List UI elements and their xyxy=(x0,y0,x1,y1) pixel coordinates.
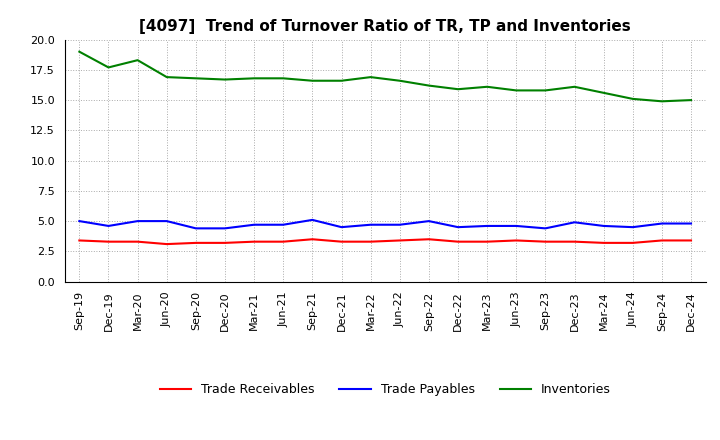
Trade Payables xyxy=(250,222,258,227)
Inventories xyxy=(687,97,696,103)
Trade Receivables xyxy=(395,238,404,243)
Inventories xyxy=(657,99,666,104)
Line: Trade Receivables: Trade Receivables xyxy=(79,239,691,244)
Trade Payables xyxy=(279,222,287,227)
Inventories xyxy=(337,78,346,83)
Trade Receivables xyxy=(250,239,258,244)
Trade Payables xyxy=(163,218,171,224)
Inventories xyxy=(483,84,492,89)
Inventories xyxy=(366,74,375,80)
Trade Payables xyxy=(395,222,404,227)
Trade Payables xyxy=(425,218,433,224)
Trade Payables xyxy=(454,224,462,230)
Trade Receivables xyxy=(483,239,492,244)
Trade Receivables xyxy=(687,238,696,243)
Inventories xyxy=(425,83,433,88)
Trade Receivables xyxy=(75,238,84,243)
Inventories xyxy=(133,58,142,63)
Inventories xyxy=(75,49,84,54)
Trade Receivables xyxy=(337,239,346,244)
Trade Receivables xyxy=(366,239,375,244)
Line: Inventories: Inventories xyxy=(79,51,691,101)
Trade Payables xyxy=(133,218,142,224)
Inventories xyxy=(512,88,521,93)
Trade Payables xyxy=(192,226,200,231)
Trade Receivables xyxy=(425,237,433,242)
Inventories xyxy=(454,87,462,92)
Trade Receivables xyxy=(104,239,113,244)
Line: Trade Payables: Trade Payables xyxy=(79,220,691,228)
Trade Receivables xyxy=(454,239,462,244)
Trade Payables xyxy=(366,222,375,227)
Inventories xyxy=(279,76,287,81)
Trade Receivables xyxy=(599,240,608,246)
Trade Payables xyxy=(599,223,608,229)
Inventories xyxy=(570,84,579,89)
Trade Payables xyxy=(104,223,113,229)
Trade Receivables xyxy=(308,237,317,242)
Trade Receivables xyxy=(629,240,637,246)
Trade Payables xyxy=(570,220,579,225)
Title: [4097]  Trend of Turnover Ratio of TR, TP and Inventories: [4097] Trend of Turnover Ratio of TR, TP… xyxy=(140,19,631,34)
Inventories xyxy=(250,76,258,81)
Inventories xyxy=(308,78,317,83)
Inventories xyxy=(629,96,637,102)
Trade Receivables xyxy=(570,239,579,244)
Trade Payables xyxy=(687,221,696,226)
Trade Payables xyxy=(657,221,666,226)
Trade Payables xyxy=(220,226,229,231)
Legend: Trade Receivables, Trade Payables, Inventories: Trade Receivables, Trade Payables, Inven… xyxy=(155,378,616,401)
Trade Payables xyxy=(541,226,550,231)
Trade Payables xyxy=(308,217,317,223)
Trade Receivables xyxy=(279,239,287,244)
Trade Receivables xyxy=(220,240,229,246)
Trade Receivables xyxy=(657,238,666,243)
Inventories xyxy=(163,74,171,80)
Trade Receivables xyxy=(133,239,142,244)
Trade Receivables xyxy=(512,238,521,243)
Trade Payables xyxy=(629,224,637,230)
Inventories xyxy=(541,88,550,93)
Inventories xyxy=(192,76,200,81)
Trade Payables xyxy=(337,224,346,230)
Trade Receivables xyxy=(163,242,171,247)
Trade Payables xyxy=(75,218,84,224)
Inventories xyxy=(220,77,229,82)
Trade Payables xyxy=(512,223,521,229)
Inventories xyxy=(395,78,404,83)
Trade Receivables xyxy=(541,239,550,244)
Trade Payables xyxy=(483,223,492,229)
Trade Receivables xyxy=(192,240,200,246)
Inventories xyxy=(599,90,608,95)
Inventories xyxy=(104,65,113,70)
